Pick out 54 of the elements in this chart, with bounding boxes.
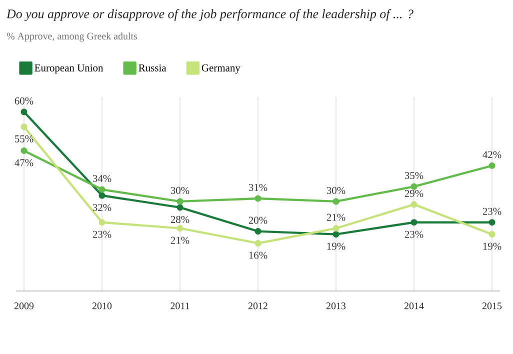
data-label: 30%	[326, 186, 346, 194]
point	[410, 219, 418, 226]
data-label: 31%	[248, 184, 268, 192]
data-label: 47%	[14, 159, 34, 166]
point	[98, 192, 106, 199]
x-tick-label: 2014	[404, 302, 424, 310]
point	[20, 108, 28, 116]
data-label: 23%	[404, 230, 424, 238]
data-label: 23%	[482, 208, 502, 215]
legend-label: Germany	[202, 64, 240, 74]
data-label: 32%	[92, 204, 112, 212]
point	[332, 231, 340, 238]
legend-label: European Union	[34, 64, 104, 74]
data-label: 19%	[327, 242, 346, 250]
point	[332, 198, 340, 205]
data-label: 30%	[170, 186, 190, 194]
data-label: 35%	[404, 172, 424, 180]
data-label: 16%	[249, 252, 268, 259]
point	[176, 225, 184, 232]
point	[410, 183, 418, 190]
data-label: 42%	[482, 151, 502, 158]
point	[410, 201, 418, 208]
data-label: 21%	[326, 214, 346, 221]
point	[254, 195, 262, 202]
point	[254, 240, 262, 247]
data-label: 21%	[170, 236, 190, 244]
x-tick-label: 2013	[326, 302, 346, 310]
data-label: 55%	[15, 135, 34, 142]
point	[98, 186, 106, 193]
chart-title: Do you approve or disapprove of the job performance of the leadership of ... ?	[6, 9, 414, 21]
chart-subtitle: % Approve, among Greek adults	[6, 32, 138, 42]
point	[254, 228, 262, 235]
x-tick-label: 2011	[170, 302, 190, 310]
x-tick-label: 2009	[14, 302, 34, 310]
data-label: 20%	[248, 216, 268, 224]
point	[488, 162, 496, 169]
point	[488, 219, 496, 226]
data-label: 19%	[483, 242, 502, 250]
x-tick-label: 2012	[248, 302, 268, 310]
legend-label: Russia	[138, 64, 166, 72]
x-tick-label: 2015	[482, 302, 502, 310]
point	[176, 198, 184, 205]
data-label: 28%	[170, 216, 190, 223]
data-label: 23%	[92, 230, 112, 238]
point	[20, 147, 28, 154]
point	[20, 124, 28, 130]
data-label: 60%	[14, 97, 34, 104]
point	[488, 231, 496, 238]
x-tick-label: 2010	[92, 302, 112, 310]
data-label: 29%	[404, 190, 424, 197]
point	[98, 219, 106, 226]
point	[176, 204, 184, 211]
point	[332, 225, 340, 232]
data-label: 34%	[92, 174, 112, 182]
